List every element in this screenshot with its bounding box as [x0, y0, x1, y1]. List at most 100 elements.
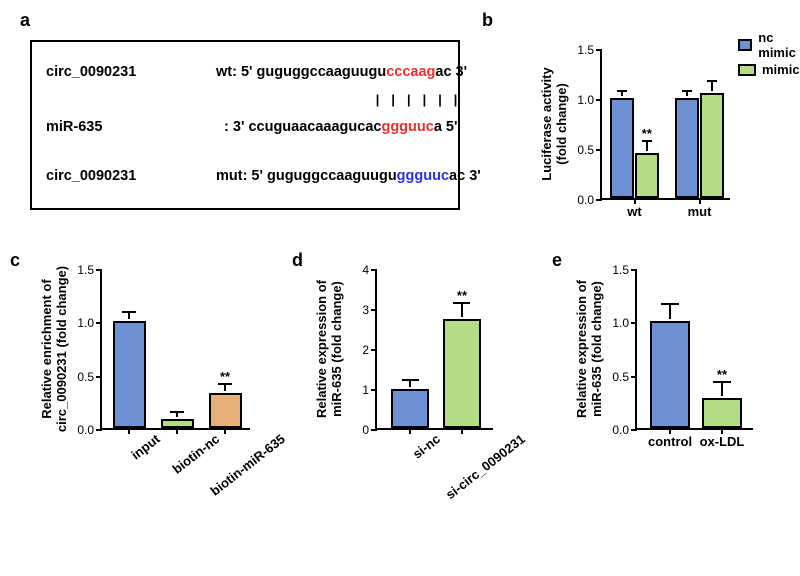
error-bar — [646, 141, 648, 151]
bar — [675, 98, 698, 198]
error-cap — [707, 80, 718, 82]
bar — [113, 321, 146, 428]
panel-d-chart: 0 1 2 3 4 Relative expression ofmiR-635 (fold… — [300, 260, 550, 560]
error-bar — [409, 380, 411, 387]
legend-label: nc mimic — [758, 30, 799, 60]
error-bar — [128, 312, 130, 319]
y-tick-label: 1.5 — [77, 263, 102, 277]
y-tick-label: 1.5 — [612, 263, 637, 277]
x-tick-label: mut — [688, 198, 712, 219]
x-tick-label: input — [126, 428, 163, 463]
bar — [161, 419, 194, 428]
error-bar — [711, 81, 713, 91]
x-tick-label: biotin-nc — [167, 428, 222, 477]
y-axis-title: Relative enrichment ofcirc_0090231 (fold… — [39, 266, 69, 432]
seq-highlight: ggguuc — [381, 119, 433, 135]
seq-highlight: cccaag — [386, 64, 435, 80]
significance-marker: ** — [457, 288, 467, 303]
seq-orient: mut: 5' — [216, 168, 267, 184]
y-tick-label: 0.0 — [612, 423, 637, 437]
seq-body: guguggccaaguugu — [257, 64, 387, 80]
plot-area: 0.00.51.01.5Relative enrichment ofcirc_0… — [100, 270, 250, 430]
x-tick-label: si-nc — [407, 428, 443, 462]
x-tick — [128, 428, 130, 434]
x-tick-label: wt — [627, 198, 641, 219]
seq-body: guguggccaaguugu — [267, 168, 397, 184]
panel-c-chart: 0.0 0.5 1.0 1.5 Relative enrichment ofcirc_0… — [20, 260, 280, 560]
significance-marker: ** — [717, 367, 727, 382]
panel-e-chart: 0.00.51.01.5Relative expression ofmiR-63… — [560, 260, 790, 560]
y-axis-title: Relative expression ofmiR-635 (fold chan… — [574, 280, 604, 418]
error-cap — [122, 311, 137, 313]
seq-body: a 5' — [434, 119, 458, 135]
legend-swatch — [738, 64, 756, 76]
sequence-row: circ_0090231mut: 5' guguggccaaguuguggguu… — [46, 169, 444, 185]
error-bar — [461, 303, 463, 317]
error-cap — [617, 90, 628, 92]
x-tick-label: ox-LDL — [700, 428, 745, 449]
panel-label-b: b — [482, 10, 493, 31]
error-bar — [669, 304, 671, 319]
seq-body: ac 3' — [449, 168, 481, 184]
y-tick-label: 4 — [362, 263, 377, 277]
plot-area: 0.00.51.01.5Relative expression ofmiR-63… — [635, 270, 753, 430]
y-tick-label: 1.5 — [577, 43, 602, 57]
y-tick-label: 2 — [362, 343, 377, 357]
sequence-box: circ_0090231wt: 5' guguggccaaguugucccaag… — [30, 40, 460, 210]
seq-name: circ_0090231 — [46, 169, 216, 185]
x-tick — [461, 428, 463, 434]
legend-label: mimic — [762, 62, 800, 77]
legend: nc mimic mimic — [738, 30, 800, 79]
bar — [391, 389, 429, 428]
seq-name: circ_0090231 — [46, 65, 216, 81]
y-tick-label: 0.0 — [77, 423, 102, 437]
y-tick-label: 1.0 — [612, 316, 637, 330]
significance-marker: ** — [642, 126, 652, 141]
legend-item: mimic — [738, 62, 800, 77]
error-cap — [661, 303, 679, 305]
sequence-row: circ_0090231wt: 5' guguggccaaguugucccaag… — [46, 65, 444, 81]
bar — [650, 321, 690, 428]
y-tick-label: 1 — [362, 383, 377, 397]
x-tick — [224, 428, 226, 434]
bar — [443, 319, 481, 428]
seq-body: ccuguaacaaagucac — [248, 119, 381, 135]
error-cap — [682, 90, 693, 92]
bond-lines: | | | | | | — [46, 95, 444, 107]
bar — [610, 98, 633, 198]
seq-name: miR-635 — [46, 120, 216, 136]
x-tick — [409, 428, 411, 434]
legend-swatch — [738, 39, 752, 51]
seq-highlight: ggguuc — [397, 168, 449, 184]
legend-item: nc mimic — [738, 30, 800, 60]
panel-b-chart: 0.0 0.5 1.0 1.5 Luciferase activity(fold cha… — [530, 20, 780, 240]
sequence-row: miR-635 : 3' ccuguaacaaagucacggguuca 5' — [46, 120, 444, 136]
x-tick-label: control — [648, 428, 692, 449]
y-tick-label: 0.0 — [577, 193, 602, 207]
y-tick-label: 3 — [362, 303, 377, 317]
seq-orient: : 3' — [216, 119, 248, 135]
seq-body: ac 3' — [435, 64, 467, 80]
y-tick-label: 0.5 — [77, 370, 102, 384]
plot-area: 01234Relative expression ofmiR-635 (fold… — [375, 270, 493, 430]
panel-label-a: a — [20, 10, 30, 31]
error-cap — [170, 411, 185, 413]
y-tick-label: 0 — [362, 423, 377, 437]
bar — [700, 93, 723, 198]
error-cap — [402, 379, 419, 381]
y-tick-label: 1.0 — [577, 93, 602, 107]
y-tick-label: 1.0 — [77, 316, 102, 330]
seq-orient: wt: 5' — [216, 64, 257, 80]
x-tick-label: si-circ_0090231 — [440, 428, 527, 502]
bar — [209, 393, 242, 428]
error-bar — [721, 382, 723, 396]
panel-label-c: c — [10, 250, 20, 271]
bar — [702, 398, 742, 428]
y-tick-label: 0.5 — [577, 143, 602, 157]
bar — [635, 153, 658, 198]
y-axis-title: Luciferase activity(fold change) — [539, 67, 569, 180]
y-axis-title: Relative expression ofmiR-635 (fold chan… — [314, 280, 344, 418]
significance-marker: ** — [220, 369, 230, 384]
plot-area: 0.00.51.01.5Luciferase activity(fold cha… — [600, 50, 730, 200]
x-tick — [176, 428, 178, 434]
